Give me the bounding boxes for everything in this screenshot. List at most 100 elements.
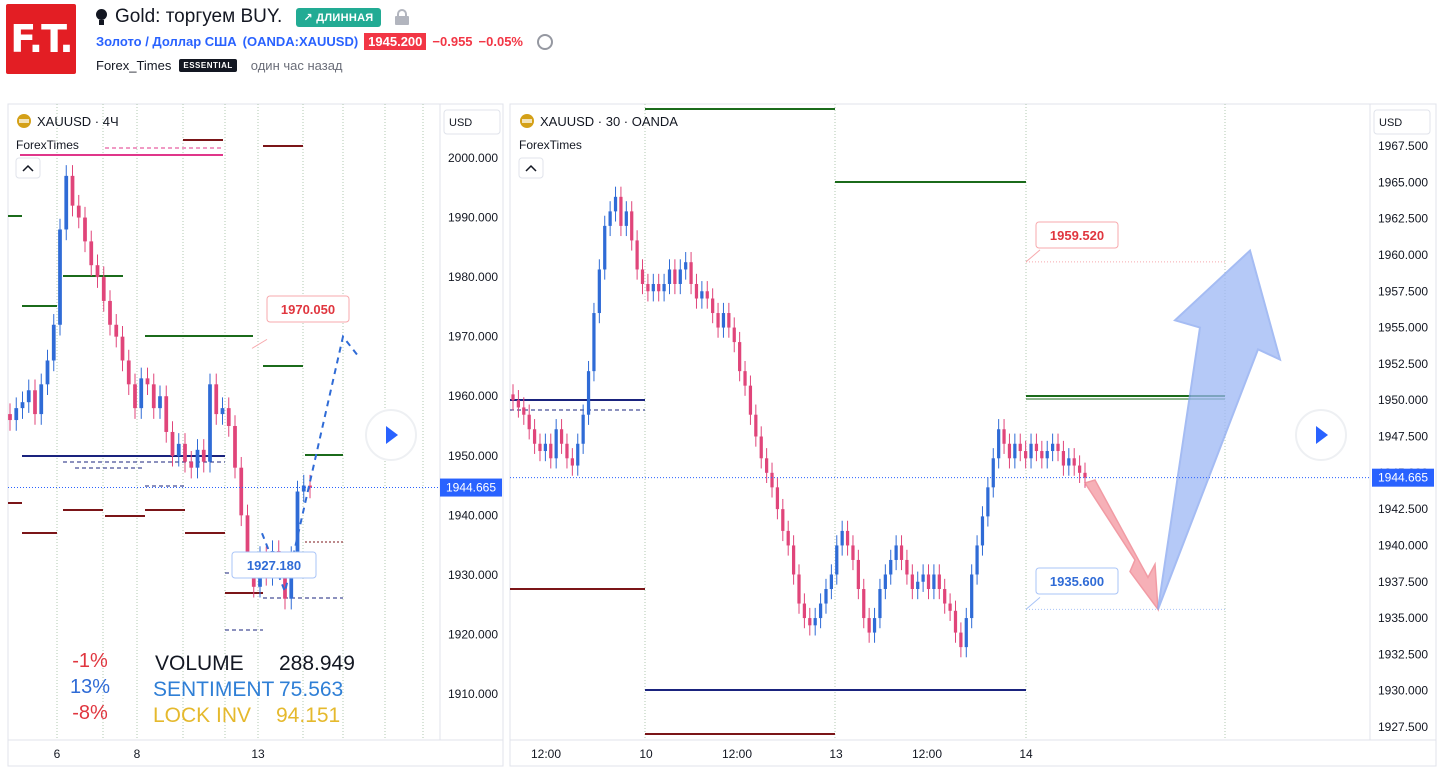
- candle-body: [738, 342, 742, 372]
- play-icon: [1316, 426, 1328, 444]
- candle-body: [905, 559, 909, 575]
- right-legend[interactable]: XAUUSD · 30 · OANDA ForexTimes: [518, 114, 678, 179]
- candle-body: [986, 487, 990, 517]
- candle-body: [916, 581, 920, 590]
- left-projection: [251, 334, 358, 596]
- left-collapse-button[interactable]: [15, 157, 41, 179]
- candle-body: [549, 443, 553, 459]
- up-arrow: [1157, 248, 1282, 610]
- symbol-row: Золото / Доллар США (OANDA:XAUUSD) 1945.…: [96, 33, 553, 50]
- left-legend[interactable]: XAUUSD · 4Ч ForexTimes: [15, 114, 119, 179]
- candle-body: [640, 269, 645, 284]
- left-current-price-badge: 1944.665: [440, 478, 502, 497]
- candle-body: [559, 429, 564, 444]
- y-tick-label: 1970.000: [448, 330, 498, 344]
- candle-body: [45, 360, 50, 385]
- candle-body: [694, 283, 699, 299]
- candle-body: [189, 461, 194, 468]
- y-tick-label: 1942.500: [1378, 502, 1428, 516]
- published-time: один час назад: [250, 58, 343, 73]
- svg-text:1959.520: 1959.520: [1050, 228, 1104, 243]
- candle-body: [195, 449, 200, 468]
- left-currency-button[interactable]: [443, 109, 501, 135]
- candle-body: [613, 196, 618, 212]
- y-tick-label: 1930.000: [1378, 684, 1428, 698]
- symbol-link[interactable]: Золото / Доллар США: [96, 34, 237, 49]
- candle-body: [233, 426, 237, 468]
- x-tick-label: 6: [54, 747, 61, 761]
- candle-body: [14, 408, 19, 421]
- bulb-icon: [96, 8, 107, 26]
- candle-body: [743, 371, 747, 386]
- candle-body: [176, 443, 181, 456]
- alarm-clock-icon[interactable]: [536, 33, 553, 50]
- candle-body: [959, 632, 963, 648]
- candle-body: [889, 559, 893, 575]
- x-tick-label: 10: [639, 747, 653, 761]
- candle-body: [283, 562, 287, 599]
- candle-body: [33, 390, 37, 415]
- stat-pct-lock: -8%: [72, 702, 108, 724]
- candle-body: [1056, 443, 1060, 452]
- candle-body: [70, 175, 75, 206]
- x-tick-label: 14: [1019, 747, 1033, 761]
- candle-body: [89, 241, 94, 266]
- candle-body: [727, 313, 731, 328]
- candle-body: [538, 443, 542, 452]
- candle-body: [748, 385, 753, 415]
- left-time-axis[interactable]: 6 8 13: [54, 747, 265, 761]
- candle-body: [1061, 451, 1066, 466]
- x-tick-label: 12:00: [531, 747, 561, 761]
- right-levels: [510, 108, 1225, 735]
- candle-body: [980, 516, 985, 546]
- candle-body: [1083, 472, 1087, 478]
- right-currency-button[interactable]: [1373, 109, 1431, 135]
- candle-body: [970, 574, 974, 619]
- candle-body: [646, 283, 650, 292]
- right-collapse-button[interactable]: [518, 157, 544, 179]
- y-tick-label: 1940.000: [1378, 538, 1428, 552]
- candle-body: [1034, 443, 1039, 452]
- left-price-axis[interactable]: 1910.000 1920.000 1930.000 1940.000 1950.000…: [448, 151, 498, 701]
- left-play-button[interactable]: [365, 409, 417, 461]
- candle-body: [527, 414, 531, 430]
- charts-svg[interactable]: 1910.000 1920.000 1930.000 1940.000 1950.000…: [0, 100, 1440, 774]
- y-tick-label: 1962.500: [1378, 212, 1428, 226]
- candle-body: [829, 574, 833, 590]
- y-tick-label: 1990.000: [448, 211, 498, 225]
- y-tick-label: 2000.000: [448, 151, 498, 165]
- candle-body: [108, 300, 112, 325]
- candle-body: [51, 324, 56, 361]
- candle-body: [1002, 429, 1006, 444]
- candle-body: [802, 603, 807, 619]
- candle-body: [532, 429, 537, 444]
- candle-body: [840, 530, 844, 546]
- candle-body: [239, 467, 244, 516]
- candle-body: [808, 618, 812, 626]
- candle-body: [1040, 451, 1044, 459]
- candle-body: [543, 443, 547, 452]
- y-tick-label: 1940.000: [448, 508, 498, 522]
- left-symbol-label: XAUUSD · 4Ч: [37, 114, 119, 129]
- right-play-button[interactable]: [1295, 409, 1347, 461]
- candle-body: [953, 610, 958, 633]
- candle-body: [937, 574, 941, 590]
- right-candles: [511, 186, 1087, 658]
- y-tick-label: 1920.000: [448, 627, 498, 641]
- candle-body: [164, 396, 169, 432]
- candle-body: [964, 618, 968, 648]
- stat-value-volume: 288.949: [279, 652, 355, 675]
- author-name[interactable]: Forex_Times: [96, 58, 172, 73]
- author-logo[interactable]: F.T.: [6, 4, 76, 74]
- x-tick-label: 12:00: [722, 747, 752, 761]
- candle-body: [754, 414, 758, 437]
- candle-body: [845, 530, 850, 546]
- candle-body: [667, 269, 672, 284]
- symbol-code[interactable]: (OANDA:XAUUSD): [242, 34, 359, 49]
- candle-body: [1007, 443, 1012, 459]
- left-entry-label: 1927.180: [231, 551, 317, 579]
- candle-body: [76, 205, 81, 218]
- candle-body: [26, 390, 31, 403]
- right-time-axis[interactable]: 12:00 10 12:00 13 12:00 14: [531, 747, 1033, 761]
- candle-body: [1045, 451, 1049, 459]
